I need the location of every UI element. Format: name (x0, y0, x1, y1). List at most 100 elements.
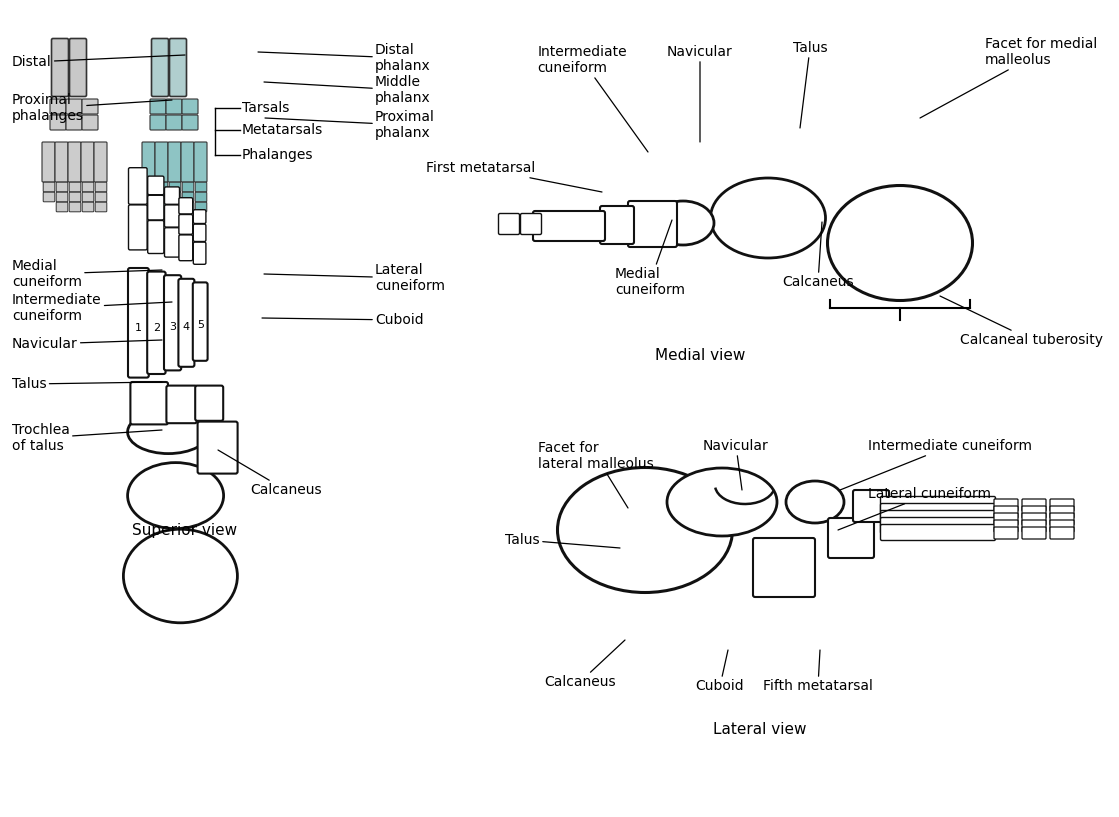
Text: Intermediate cuneiform: Intermediate cuneiform (840, 439, 1032, 490)
Text: Cuboid: Cuboid (696, 650, 744, 693)
FancyBboxPatch shape (169, 38, 187, 96)
FancyBboxPatch shape (1050, 520, 1074, 532)
Text: Distal: Distal (12, 55, 185, 69)
FancyBboxPatch shape (44, 182, 55, 192)
FancyBboxPatch shape (95, 192, 106, 202)
Ellipse shape (667, 468, 777, 536)
FancyBboxPatch shape (56, 192, 68, 202)
Text: Phalanges: Phalanges (242, 148, 313, 162)
FancyBboxPatch shape (881, 497, 996, 512)
Text: Superior view: Superior view (132, 523, 237, 538)
FancyBboxPatch shape (881, 517, 996, 534)
Ellipse shape (128, 462, 224, 529)
Text: Facet for medial
malleolus: Facet for medial malleolus (920, 37, 1098, 118)
FancyBboxPatch shape (169, 192, 181, 202)
FancyBboxPatch shape (881, 503, 996, 520)
FancyBboxPatch shape (1050, 527, 1074, 539)
FancyBboxPatch shape (182, 192, 194, 202)
FancyBboxPatch shape (994, 527, 1018, 539)
FancyBboxPatch shape (168, 142, 181, 182)
FancyBboxPatch shape (43, 142, 55, 182)
FancyBboxPatch shape (166, 99, 182, 114)
FancyBboxPatch shape (994, 499, 1018, 511)
FancyBboxPatch shape (66, 115, 82, 130)
Text: 5: 5 (197, 320, 204, 330)
FancyBboxPatch shape (131, 382, 168, 424)
Text: Lateral
cuneiform: Lateral cuneiform (264, 263, 445, 293)
FancyBboxPatch shape (853, 490, 888, 522)
FancyBboxPatch shape (82, 192, 94, 202)
FancyBboxPatch shape (50, 115, 66, 130)
FancyBboxPatch shape (195, 386, 223, 421)
FancyBboxPatch shape (66, 99, 82, 114)
Text: Talus: Talus (792, 41, 827, 128)
FancyBboxPatch shape (520, 213, 542, 234)
FancyBboxPatch shape (95, 202, 106, 212)
FancyBboxPatch shape (56, 182, 68, 192)
Ellipse shape (652, 201, 714, 245)
FancyBboxPatch shape (82, 115, 98, 130)
FancyBboxPatch shape (198, 422, 237, 474)
FancyBboxPatch shape (179, 235, 192, 261)
Ellipse shape (123, 529, 237, 623)
Text: 2: 2 (153, 323, 160, 333)
FancyBboxPatch shape (167, 386, 197, 423)
FancyBboxPatch shape (1022, 520, 1046, 532)
FancyBboxPatch shape (148, 271, 166, 374)
FancyBboxPatch shape (533, 211, 605, 241)
FancyBboxPatch shape (142, 142, 156, 182)
FancyBboxPatch shape (55, 142, 68, 182)
FancyBboxPatch shape (181, 142, 194, 182)
FancyBboxPatch shape (1022, 513, 1046, 525)
FancyBboxPatch shape (169, 182, 181, 192)
FancyBboxPatch shape (164, 187, 179, 204)
FancyBboxPatch shape (50, 99, 66, 114)
FancyBboxPatch shape (82, 202, 94, 212)
FancyBboxPatch shape (69, 38, 86, 96)
Ellipse shape (557, 467, 733, 592)
FancyBboxPatch shape (195, 202, 207, 212)
FancyBboxPatch shape (164, 228, 179, 257)
FancyBboxPatch shape (994, 506, 1018, 518)
FancyBboxPatch shape (157, 202, 168, 212)
Text: Medial
cuneiform: Medial cuneiform (615, 220, 685, 297)
FancyBboxPatch shape (150, 115, 166, 130)
FancyBboxPatch shape (166, 115, 182, 130)
FancyBboxPatch shape (182, 99, 198, 114)
FancyBboxPatch shape (182, 115, 198, 130)
FancyBboxPatch shape (129, 205, 147, 250)
FancyBboxPatch shape (182, 182, 194, 192)
FancyBboxPatch shape (128, 268, 149, 377)
Text: Talus: Talus (12, 377, 162, 391)
Ellipse shape (827, 185, 972, 301)
FancyBboxPatch shape (69, 182, 81, 192)
FancyBboxPatch shape (150, 99, 166, 114)
Ellipse shape (711, 178, 826, 258)
FancyBboxPatch shape (600, 206, 634, 244)
FancyBboxPatch shape (164, 275, 181, 370)
Text: Intermediate
cuneiform: Intermediate cuneiform (12, 293, 172, 323)
FancyBboxPatch shape (82, 99, 98, 114)
FancyBboxPatch shape (94, 142, 107, 182)
Text: First metatarsal: First metatarsal (425, 161, 602, 192)
FancyBboxPatch shape (179, 215, 192, 234)
FancyBboxPatch shape (1022, 506, 1046, 518)
FancyBboxPatch shape (69, 202, 81, 212)
Text: 1: 1 (135, 323, 142, 333)
Text: Fifth metatarsal: Fifth metatarsal (763, 650, 873, 693)
Text: Proximal
phalanges: Proximal phalanges (12, 93, 172, 123)
FancyBboxPatch shape (1050, 499, 1074, 511)
Text: Medial
cuneiform: Medial cuneiform (12, 259, 162, 289)
FancyBboxPatch shape (164, 205, 179, 227)
Text: Calcaneus: Calcaneus (218, 450, 321, 497)
Ellipse shape (128, 410, 209, 453)
FancyBboxPatch shape (498, 213, 519, 234)
FancyBboxPatch shape (143, 182, 154, 192)
Ellipse shape (786, 481, 844, 523)
Text: Calcaneal tuberosity: Calcaneal tuberosity (940, 296, 1103, 347)
FancyBboxPatch shape (148, 176, 163, 194)
FancyBboxPatch shape (828, 518, 874, 558)
Text: Tarsals: Tarsals (242, 101, 290, 115)
FancyBboxPatch shape (195, 192, 207, 202)
FancyBboxPatch shape (157, 192, 168, 202)
